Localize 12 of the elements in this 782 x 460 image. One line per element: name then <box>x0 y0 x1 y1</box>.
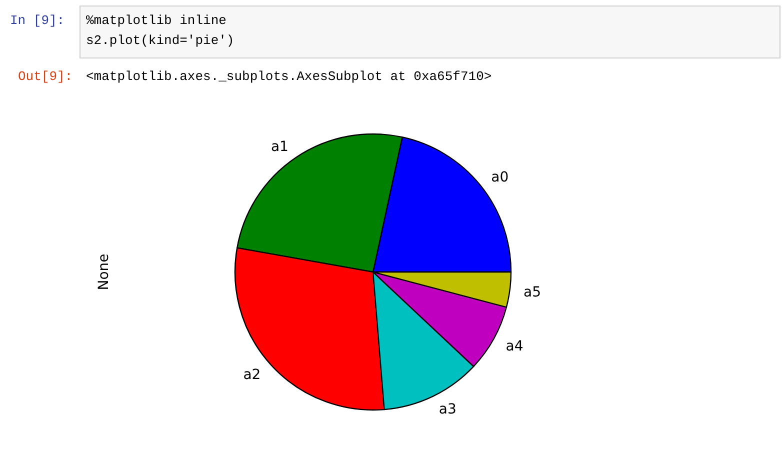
text: <matplotlib.axes._subplots.AxesSubplot at 0xa65f710> <box>86 69 492 84</box>
text: s2.plot(kind='pie') <box>86 33 234 48</box>
text: In [9]: <box>10 13 65 28</box>
slice-label: a3 <box>438 402 456 418</box>
slice-label: a5 <box>524 284 542 300</box>
text: None <box>96 254 112 290</box>
text: Out[9]: <box>18 69 73 84</box>
slice-label: a4 <box>506 338 524 354</box>
slice-label: a2 <box>243 367 261 384</box>
slice-label: a1 <box>270 138 288 155</box>
slice-label: a0 <box>491 170 509 186</box>
text: %matplotlib inline <box>86 13 226 28</box>
